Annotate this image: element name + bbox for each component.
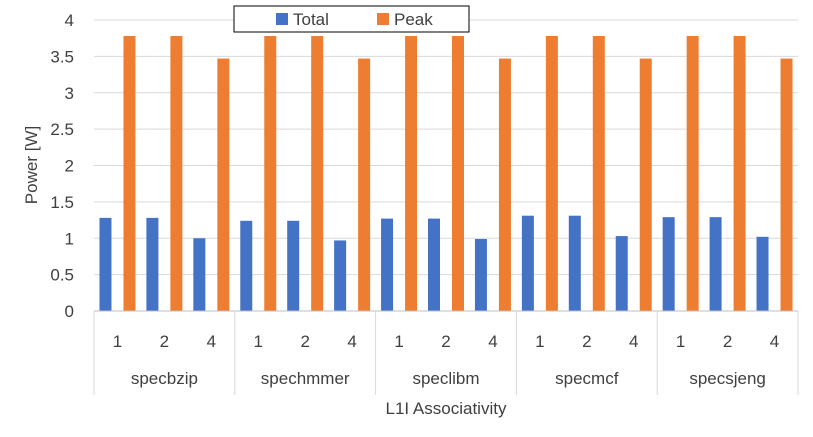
- bar-peak: [311, 36, 324, 311]
- bar-peak: [592, 36, 605, 311]
- x-tick-label: 1: [676, 332, 685, 351]
- bar-total: [521, 215, 534, 311]
- bar-peak: [405, 36, 418, 311]
- x-tick-label: 4: [207, 332, 216, 351]
- bar-total: [428, 218, 440, 311]
- x-group-label: spechmmer: [261, 369, 350, 388]
- x-group-label: specbzip: [131, 369, 198, 388]
- x-group-label: speclibm: [412, 369, 479, 388]
- bar-peak: [358, 58, 371, 312]
- bar-total: [474, 238, 487, 311]
- bar-peak: [217, 58, 230, 312]
- bar-peak: [452, 36, 464, 311]
- x-tick-label: 1: [113, 332, 122, 351]
- x-tick-label: 4: [347, 332, 356, 351]
- legend-swatch-peak: [377, 13, 389, 25]
- bars: [99, 36, 793, 312]
- x-tick-label: 2: [582, 332, 591, 351]
- bar-peak: [498, 58, 511, 312]
- bar-total: [709, 217, 722, 311]
- x-group-label: specmcf: [555, 369, 619, 388]
- bar-total: [240, 220, 253, 311]
- bar-total: [662, 217, 675, 311]
- bar-peak: [733, 36, 746, 311]
- bar-total: [568, 215, 581, 311]
- y-tick-label: 4: [65, 11, 74, 30]
- y-tick-label: 1.5: [50, 193, 74, 212]
- bar-total: [615, 236, 628, 311]
- bar-peak: [545, 36, 558, 311]
- bar-peak: [264, 36, 277, 311]
- x-tick-label: 4: [770, 332, 779, 351]
- legend: Total Peak: [233, 5, 470, 33]
- legend-label-total: Total: [293, 10, 329, 29]
- bar-total: [334, 240, 347, 311]
- x-tick-label: 1: [394, 332, 403, 351]
- x-tick-label: 1: [535, 332, 544, 351]
- bar-peak: [639, 58, 652, 312]
- y-tick-label: 0: [65, 302, 74, 321]
- x-axis-label: L1I Associativity: [386, 399, 507, 418]
- y-tick-label: 2: [65, 157, 74, 176]
- x-tick-label: 2: [300, 332, 309, 351]
- y-tick-label: 3.5: [50, 47, 74, 66]
- bar-total: [287, 220, 300, 311]
- bar-peak: [123, 36, 136, 311]
- y-axis-label: Power [W]: [22, 126, 41, 204]
- bar-total: [146, 217, 159, 311]
- legend-box: [233, 5, 470, 33]
- bar-peak: [780, 58, 793, 312]
- x-tick-label: 4: [629, 332, 638, 351]
- y-tick-label: 2.5: [50, 120, 74, 139]
- bar-peak: [686, 36, 699, 311]
- bar-total: [193, 238, 206, 311]
- bar-total: [99, 217, 112, 311]
- x-tick-label: 2: [441, 332, 450, 351]
- y-tick-label: 1: [65, 229, 74, 248]
- x-tick-label: 1: [254, 332, 263, 351]
- bar-total: [756, 236, 769, 311]
- x-tick-label: 2: [723, 332, 732, 351]
- legend-swatch-total: [276, 13, 288, 25]
- x-tick-label: 4: [488, 332, 497, 351]
- legend-label-peak: Peak: [394, 10, 433, 29]
- x-group-label: specsjeng: [689, 369, 766, 388]
- x-tick-label: 2: [160, 332, 169, 351]
- y-axis-ticks: 0 0.5 1 1.5 2 2.5 3 3.5 4: [50, 11, 74, 321]
- y-tick-label: 3: [65, 84, 74, 103]
- bar-peak: [170, 36, 183, 311]
- y-tick-label: 0.5: [50, 266, 74, 285]
- bar-total: [381, 218, 394, 311]
